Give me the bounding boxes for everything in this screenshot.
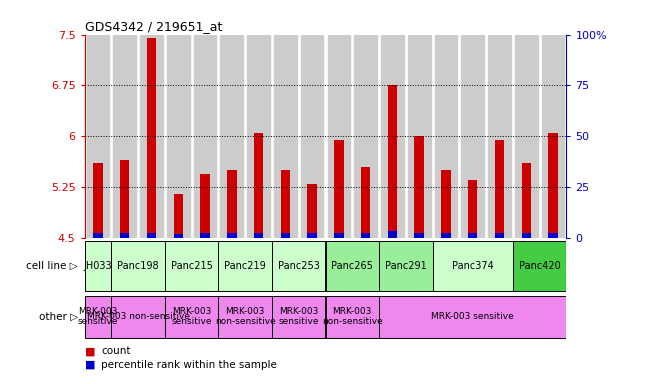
Bar	[174, 194, 183, 238]
Text: GDS4342 / 219651_at: GDS4342 / 219651_at	[85, 20, 222, 33]
Bar	[521, 164, 531, 238]
Bar	[307, 233, 317, 238]
Bar	[468, 233, 477, 238]
Bar	[326, 241, 379, 291]
Bar	[281, 170, 290, 238]
Bar	[120, 233, 130, 238]
Bar	[334, 140, 344, 238]
Text: MRK-003
sensitive: MRK-003 sensitive	[171, 307, 212, 326]
Bar	[495, 233, 504, 238]
Bar	[441, 170, 450, 238]
Text: Panc420: Panc420	[519, 261, 561, 271]
Bar	[221, 35, 243, 238]
Bar	[194, 35, 216, 238]
Bar	[388, 86, 397, 238]
Bar	[219, 296, 272, 338]
Bar	[548, 133, 558, 238]
Bar	[408, 35, 430, 238]
Bar	[140, 35, 163, 238]
Bar	[415, 136, 424, 238]
Text: MRK-003
non-sensitive: MRK-003 non-sensitive	[322, 307, 383, 326]
Bar	[247, 35, 270, 238]
Bar	[361, 167, 370, 238]
Bar	[521, 233, 531, 238]
Bar	[548, 233, 558, 238]
Bar	[93, 164, 103, 238]
Bar	[468, 180, 477, 238]
Bar	[254, 233, 263, 238]
Text: Panc291: Panc291	[385, 261, 426, 271]
Bar	[488, 35, 511, 238]
Text: percentile rank within the sample: percentile rank within the sample	[101, 360, 277, 370]
Text: Panc215: Panc215	[171, 261, 213, 271]
Bar	[147, 233, 156, 238]
Bar	[254, 133, 263, 238]
Bar	[111, 296, 165, 338]
Text: MRK-003
sensitive: MRK-003 sensitive	[77, 307, 118, 326]
Bar	[274, 35, 297, 238]
Bar	[379, 241, 432, 291]
Bar	[415, 233, 424, 238]
Bar	[388, 231, 397, 238]
Bar	[85, 241, 111, 291]
Text: count: count	[101, 346, 130, 356]
Bar	[201, 233, 210, 238]
Text: other ▷: other ▷	[39, 312, 78, 322]
Bar	[85, 296, 111, 338]
Bar	[165, 296, 219, 338]
Text: Panc219: Panc219	[225, 261, 266, 271]
Bar	[272, 296, 326, 338]
Text: MRK-003 non-sensitive: MRK-003 non-sensitive	[87, 312, 189, 321]
Bar	[111, 241, 165, 291]
Bar	[354, 35, 377, 238]
Bar	[167, 35, 189, 238]
Bar	[441, 233, 450, 238]
Bar	[113, 35, 136, 238]
Bar	[201, 174, 210, 238]
Bar	[515, 35, 538, 238]
Bar	[334, 233, 344, 238]
Bar	[165, 241, 219, 291]
Text: Panc253: Panc253	[278, 261, 320, 271]
Text: MRK-003 sensitive: MRK-003 sensitive	[432, 312, 514, 321]
Bar	[219, 241, 272, 291]
Text: ■: ■	[85, 346, 95, 356]
Bar	[227, 233, 236, 238]
Bar	[495, 140, 504, 238]
Bar	[87, 35, 109, 238]
Bar	[227, 170, 236, 238]
Bar	[379, 296, 566, 338]
Text: ■: ■	[85, 360, 95, 370]
Bar	[513, 241, 566, 291]
Text: JH033: JH033	[84, 261, 113, 271]
Bar	[462, 35, 484, 238]
Text: Panc265: Panc265	[331, 261, 373, 271]
Text: Panc198: Panc198	[117, 261, 159, 271]
Bar	[361, 233, 370, 238]
Text: Panc374: Panc374	[452, 261, 493, 271]
Bar	[435, 35, 457, 238]
Text: cell line ▷: cell line ▷	[27, 261, 78, 271]
Bar	[272, 241, 326, 291]
Bar	[93, 233, 103, 238]
Bar	[307, 184, 317, 238]
Bar	[432, 241, 513, 291]
Text: MRK-003
sensitive: MRK-003 sensitive	[279, 307, 319, 326]
Bar	[542, 35, 564, 238]
Bar	[281, 233, 290, 238]
Bar	[174, 234, 183, 238]
Bar	[381, 35, 404, 238]
Bar	[327, 35, 350, 238]
Text: MRK-003
non-sensitive: MRK-003 non-sensitive	[215, 307, 275, 326]
Bar	[326, 296, 379, 338]
Bar	[301, 35, 324, 238]
Bar	[147, 38, 156, 238]
Bar	[120, 160, 130, 238]
